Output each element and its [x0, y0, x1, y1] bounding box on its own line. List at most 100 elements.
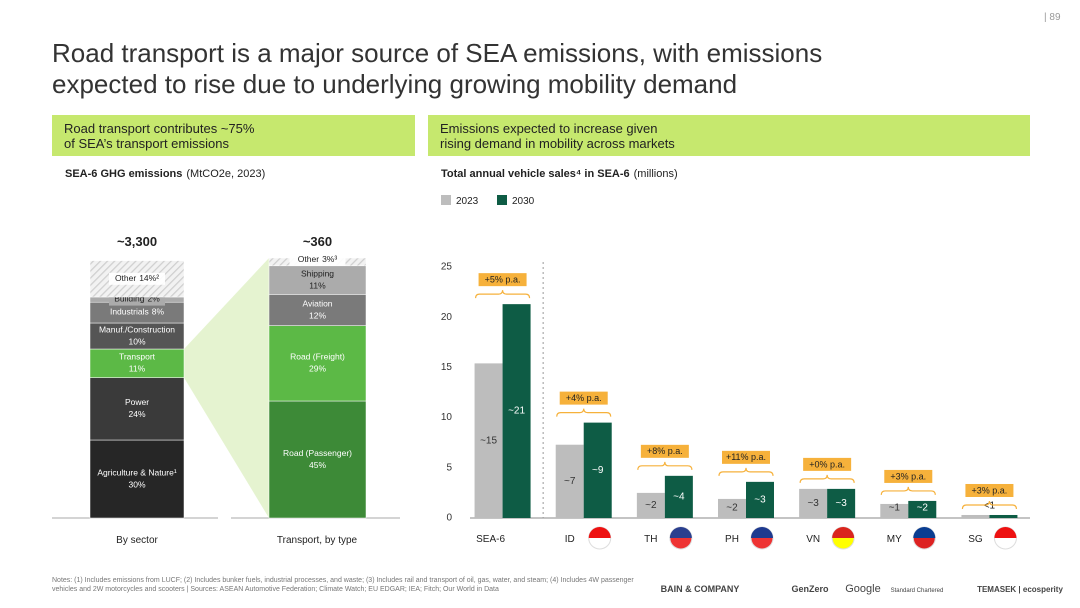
subtitle-bold: SEA-6 GHG emissions [65, 168, 182, 180]
brace [961, 500, 1018, 510]
flag-band [588, 527, 611, 538]
total-label: ~3,300 [117, 234, 157, 249]
segment-value: 2% [147, 294, 160, 304]
brace [556, 408, 612, 417]
segment-name: Industrials [110, 307, 149, 317]
bar [583, 422, 612, 518]
segment [89, 322, 185, 350]
segment-label: Other 14%² [115, 273, 159, 283]
segment-value: 29% [309, 364, 326, 374]
flag-band [751, 527, 773, 538]
segment-name: Road (Passenger) [283, 448, 352, 458]
logo: TEMASEK | ecosperity [977, 585, 1063, 594]
slide-title: Road transport is a major source of SEA … [52, 38, 823, 99]
segment-value: 11% [129, 364, 146, 374]
logo: BAIN & COMPANY [661, 584, 740, 594]
x-tick-label: SEA-6 [476, 534, 505, 545]
flag-band [832, 527, 855, 538]
page-number: | 89 [1044, 12, 1061, 23]
segment-value: 3%³ [322, 254, 337, 264]
bar [961, 514, 990, 518]
total-label: ~360 [303, 234, 332, 249]
page-number-value: 89 [1049, 12, 1061, 23]
category-label: By sector [116, 535, 158, 546]
y-tick-label: 10 [441, 412, 453, 423]
segment [89, 377, 185, 441]
legend-label: 2023 [456, 196, 479, 207]
separator: | [1044, 12, 1049, 23]
annotation-box [478, 273, 527, 287]
segment-label: Building 2% [114, 294, 160, 304]
segment-name: Transport [119, 352, 156, 362]
value-label: ~4 [673, 492, 685, 503]
label-box [109, 272, 165, 285]
x-tick-label: TH [644, 534, 657, 545]
annotation-box [965, 483, 1014, 497]
x-tick-label: SG [968, 534, 983, 545]
y-tick-label: 20 [441, 312, 453, 323]
annotation: +0% p.a. [809, 459, 845, 469]
bar [746, 481, 774, 518]
segment-value: 10% [128, 336, 145, 346]
chart-subtitle: Total annual vehicle sales⁴ in SEA-6 (mil… [441, 168, 678, 180]
brace [637, 461, 693, 470]
bar [636, 492, 665, 518]
bar [827, 488, 856, 518]
x-tick-label: VN [806, 534, 820, 545]
x-tick-label: MY [887, 534, 902, 545]
y-tick-label: 15 [441, 362, 453, 373]
segment-name: Shipping [301, 268, 334, 278]
panel-header: Emissions expected to increase given ris… [428, 115, 1030, 156]
bar [664, 475, 693, 518]
bar [989, 514, 1018, 518]
value-label: ~15 [480, 435, 497, 446]
value-label: ~21 [508, 406, 525, 417]
segment [268, 400, 367, 519]
segment-value: 45% [309, 460, 326, 470]
subtitle-unit: (MtCO2e, 2023) [186, 168, 265, 180]
segment-value: 14%² [139, 273, 159, 283]
x-tick-label: ID [565, 534, 575, 545]
legend-swatch [441, 195, 451, 205]
subtitle-unit: (millions) [634, 168, 678, 180]
value-label: <1 [984, 501, 996, 512]
annotation: +4% p.a. [566, 393, 602, 403]
segment [268, 294, 367, 326]
value-label: ~2 [726, 503, 738, 514]
value-label: ~9 [592, 465, 604, 476]
expand-connector [184, 258, 269, 518]
logo: Google [845, 583, 880, 595]
y-tick-label: 25 [441, 262, 453, 273]
segment-name: Other [298, 254, 319, 264]
segment-value: 11% [309, 280, 326, 290]
y-tick-label: 0 [446, 513, 452, 524]
flag-band [669, 527, 692, 538]
segment-value: 8% [152, 307, 165, 317]
value-label: ~3 [754, 495, 766, 506]
segment-label: Other 3%³ [298, 254, 338, 264]
segment-name: Road (Freight) [290, 352, 345, 362]
segment-label: Industrials 8% [110, 307, 164, 317]
subtitle-bold: Total annual vehicle sales⁴ in SEA-6 [441, 168, 630, 180]
bar [555, 444, 584, 518]
segment-name: Other [115, 273, 136, 283]
flag-band [913, 527, 936, 538]
bar [799, 488, 828, 518]
segment-name: Agriculture & Nature¹ [97, 467, 177, 477]
segment-name: Building [114, 294, 145, 304]
brace [474, 290, 531, 299]
segment-value: 12% [309, 310, 326, 320]
flag-band [994, 527, 1017, 538]
segment-name: Manuf./Construction [99, 324, 175, 334]
value-label: ~3 [807, 498, 819, 509]
value-label: ~2 [917, 503, 929, 514]
x-tick-label: PH [725, 534, 739, 545]
annotation: +3% p.a. [890, 471, 926, 481]
panel-header: Road transport contributes ~75% of SEA’s… [52, 115, 415, 156]
logo: Standard Chartered [891, 588, 944, 594]
brace [880, 486, 936, 495]
segment-value: 30% [128, 479, 145, 489]
segment-name: Aviation [302, 298, 332, 308]
